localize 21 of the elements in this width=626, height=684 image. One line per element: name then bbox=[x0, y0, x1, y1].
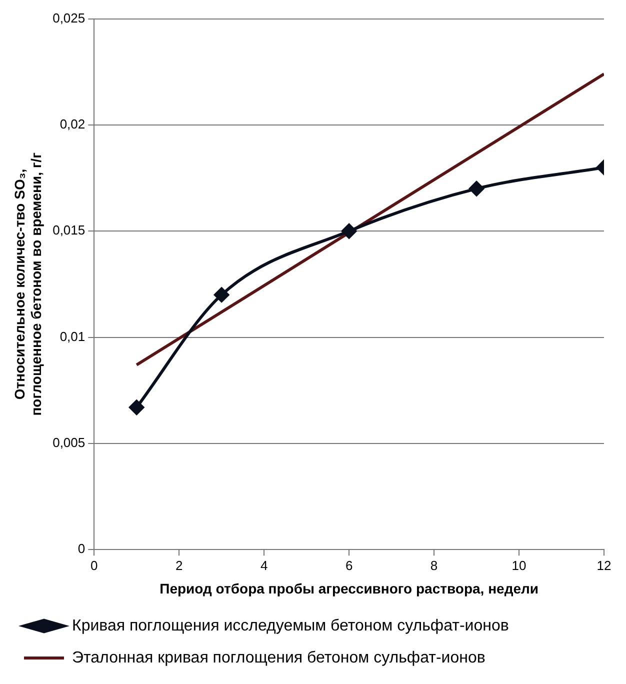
x-tick-label: 0 bbox=[90, 558, 98, 573]
x-tick-label: 12 bbox=[596, 558, 612, 573]
y-tick-label: 0,02 bbox=[60, 116, 86, 132]
legend-label: Эталонная кривая поглощения бетоном сульфат-ионов bbox=[72, 649, 486, 666]
x-tick-label: 8 bbox=[430, 558, 438, 573]
y-tick-label: 0,005 bbox=[52, 435, 86, 450]
y-axis-title: Относительное количес-тво SO₃, поглощенное бетоном во времени, г/г bbox=[11, 152, 44, 416]
point bbox=[214, 287, 230, 302]
x-tick-label: 4 bbox=[260, 558, 268, 573]
point bbox=[469, 181, 484, 196]
x-tick-label: 2 bbox=[175, 558, 183, 573]
y-tick-label: 0,025 bbox=[52, 10, 86, 26]
legend-label: Кривая поглощения исследуемым бетоном сульфат-ионов bbox=[72, 617, 509, 634]
y-tick-label: 0,01 bbox=[60, 328, 86, 344]
x-axis-title: Период отбора пробы агрессивного раствора, недели bbox=[160, 580, 538, 596]
y-tick-label: 0,015 bbox=[52, 222, 86, 238]
y-tick-label: 0 bbox=[78, 541, 86, 556]
point bbox=[129, 400, 144, 415]
x-tick-label: 6 bbox=[345, 558, 353, 573]
x-tick-label: 10 bbox=[512, 558, 526, 573]
point bbox=[342, 224, 357, 239]
